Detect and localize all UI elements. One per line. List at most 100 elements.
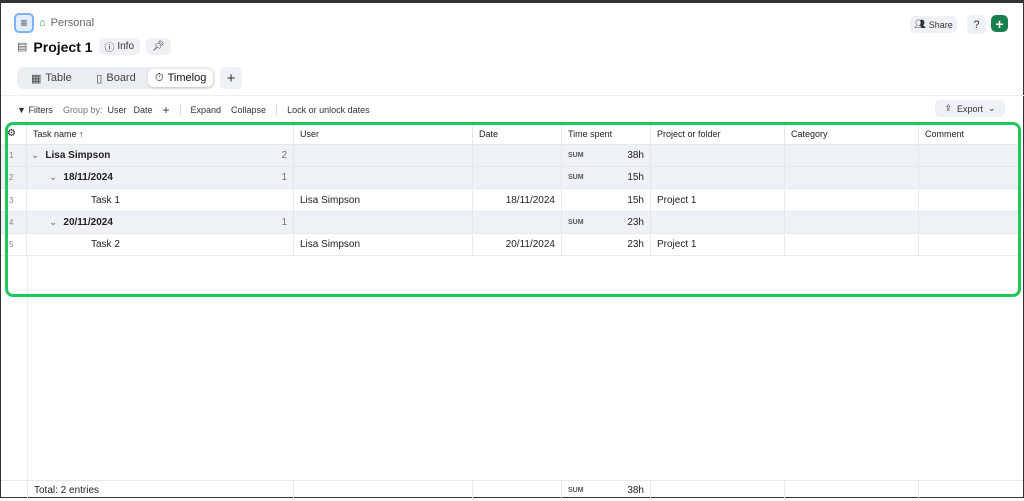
menu-button[interactable]: ≡	[14, 13, 34, 33]
table-row[interactable]: 5 Task 2 Lisa Simpson 20/11/2024 23h Pro…	[1, 234, 1021, 256]
sort-asc-icon: ↑	[76, 128, 84, 139]
user-cell[interactable]	[294, 145, 473, 166]
expand-button[interactable]: Expand	[190, 104, 222, 115]
add-view-button[interactable]: +	[220, 67, 242, 89]
date-cell[interactable]: 18/11/2024	[473, 190, 562, 211]
task-name: 18/11/2024	[63, 172, 113, 183]
task-name: Lisa Simpson	[45, 150, 111, 161]
time-spent-cell[interactable]: SUM 23h	[562, 212, 651, 233]
footer-cell	[473, 481, 562, 500]
info-button[interactable]: ⓘ Info	[98, 38, 141, 55]
date-cell[interactable]: 20/11/2024	[473, 234, 562, 255]
sum-value: 38h	[627, 485, 644, 496]
collapse-button[interactable]: Collapse	[231, 104, 267, 115]
column-project[interactable]: Project or folder	[651, 123, 785, 144]
info-icon: ⓘ	[104, 43, 118, 54]
divider	[27, 257, 28, 501]
filters-button[interactable]: ▼ Filters	[17, 104, 53, 115]
group-row[interactable]: 4 ⌄ 20/11/2024 1 SUM 23h	[1, 212, 1021, 234]
date-cell[interactable]	[473, 145, 562, 166]
group-count: 1	[281, 217, 287, 228]
time-spent-cell[interactable]: SUM 38h	[562, 145, 651, 166]
table-row[interactable]: 3 Task 1 Lisa Simpson 18/11/2024 15h Pro…	[1, 190, 1021, 212]
user-cell[interactable]	[294, 212, 473, 233]
task-name: Task 2	[91, 239, 120, 250]
project-cell[interactable]	[651, 145, 785, 166]
project-cell[interactable]	[651, 212, 785, 233]
group-row[interactable]: 1 ⌄ Lisa Simpson 2 SUM 38h	[1, 145, 1021, 167]
home-icon: ⌂	[39, 17, 46, 29]
plus-icon: +	[226, 69, 236, 87]
title-bar: ▤ Project 1 ⓘ Info 📌︎	[17, 38, 171, 55]
project-cell[interactable]	[651, 167, 785, 188]
group-by-user[interactable]: User	[107, 104, 127, 115]
row-number: 5	[1, 234, 27, 255]
tab-timelog[interactable]: ⏱︎ Timelog	[148, 69, 214, 87]
task-name: Task 1	[91, 195, 120, 206]
create-button[interactable]: +	[991, 15, 1008, 32]
user-cell[interactable]: Lisa Simpson	[294, 190, 473, 211]
tab-table[interactable]: ▦ Table	[30, 72, 72, 85]
share-button[interactable]: 👥︎ Share	[910, 16, 957, 33]
comment-cell[interactable]	[919, 190, 1021, 211]
footer-time-total: SUM 38h	[562, 481, 651, 500]
footer-cell	[294, 481, 473, 500]
group-by-date[interactable]: Date	[133, 104, 153, 115]
column-category[interactable]: Category	[785, 123, 919, 144]
stopwatch-icon: ⏱︎	[155, 71, 164, 84]
footer-row: Total: 2 entries SUM 38h	[1, 480, 1023, 500]
time-spent-cell[interactable]: 23h	[562, 234, 651, 255]
breadcrumb[interactable]: ⌂ Personal	[39, 17, 94, 29]
project-cell[interactable]: Project 1	[651, 234, 785, 255]
category-cell[interactable]	[785, 145, 919, 166]
board-icon: ▯	[96, 72, 103, 85]
category-cell[interactable]	[785, 234, 919, 255]
breadcrumb-personal[interactable]: Personal	[50, 17, 95, 29]
column-date[interactable]: Date	[473, 123, 562, 144]
lock-dates-button[interactable]: Lock or unlock dates	[287, 104, 370, 115]
time-spent-cell[interactable]: SUM 15h	[562, 167, 651, 188]
header-row: ⚙ Task name ↑ User Date Time spent Proje…	[1, 123, 1021, 145]
tab-board[interactable]: ▯ Board	[96, 72, 136, 85]
time-spent-cell[interactable]: 15h	[562, 190, 651, 211]
help-button[interactable]: ?	[967, 15, 986, 34]
task-name-cell[interactable]: Task 1	[27, 190, 294, 211]
project-cell[interactable]: Project 1	[651, 190, 785, 211]
task-name-cell[interactable]: Task 2	[27, 234, 294, 255]
row-number: 3	[1, 190, 27, 211]
category-cell[interactable]	[785, 167, 919, 188]
column-user[interactable]: User	[294, 123, 473, 144]
chevron-down-icon[interactable]: ⌄	[49, 217, 58, 228]
chevron-down-icon[interactable]: ⌄	[31, 150, 40, 161]
task-name-cell[interactable]: ⌄ Lisa Simpson 2	[27, 145, 294, 166]
column-task-name[interactable]: Task name ↑	[27, 123, 294, 144]
date-cell[interactable]	[473, 212, 562, 233]
sum-label: SUM	[568, 152, 584, 159]
pin-button[interactable]: 📌︎	[146, 38, 171, 55]
user-cell[interactable]: Lisa Simpson	[294, 234, 473, 255]
upload-icon: ⇪	[944, 103, 952, 113]
chevron-down-icon[interactable]: ⌄	[49, 172, 58, 183]
filter-icon: ▼	[17, 104, 26, 115]
settings-icon[interactable]: ⚙	[1, 123, 27, 144]
column-time-spent[interactable]: Time spent	[562, 123, 651, 144]
comment-cell[interactable]	[919, 234, 1021, 255]
footer-cell	[651, 481, 785, 500]
date-cell[interactable]	[473, 167, 562, 188]
column-comment[interactable]: Comment	[925, 128, 965, 139]
task-name-cell[interactable]: ⌄ 18/11/2024 1	[27, 167, 294, 188]
total-entries: Total: 2 entries	[27, 481, 294, 500]
comment-cell[interactable]	[919, 145, 1021, 166]
time-value: 15h	[627, 172, 644, 183]
task-name-cell[interactable]: ⌄ 20/11/2024 1	[27, 212, 294, 233]
task-name: 20/11/2024	[63, 217, 113, 228]
category-cell[interactable]	[785, 190, 919, 211]
comment-cell[interactable]	[919, 212, 1021, 233]
view-tabs: ▦ Table ▯ Board ⏱︎ Timelog	[17, 67, 215, 89]
user-cell[interactable]	[294, 167, 473, 188]
add-group-icon[interactable]: +	[162, 102, 170, 117]
export-button[interactable]: ⇪ Export ⌄	[935, 100, 1005, 117]
category-cell[interactable]	[785, 212, 919, 233]
comment-cell[interactable]	[919, 167, 1021, 188]
group-row[interactable]: 2 ⌄ 18/11/2024 1 SUM 15h	[1, 167, 1021, 189]
